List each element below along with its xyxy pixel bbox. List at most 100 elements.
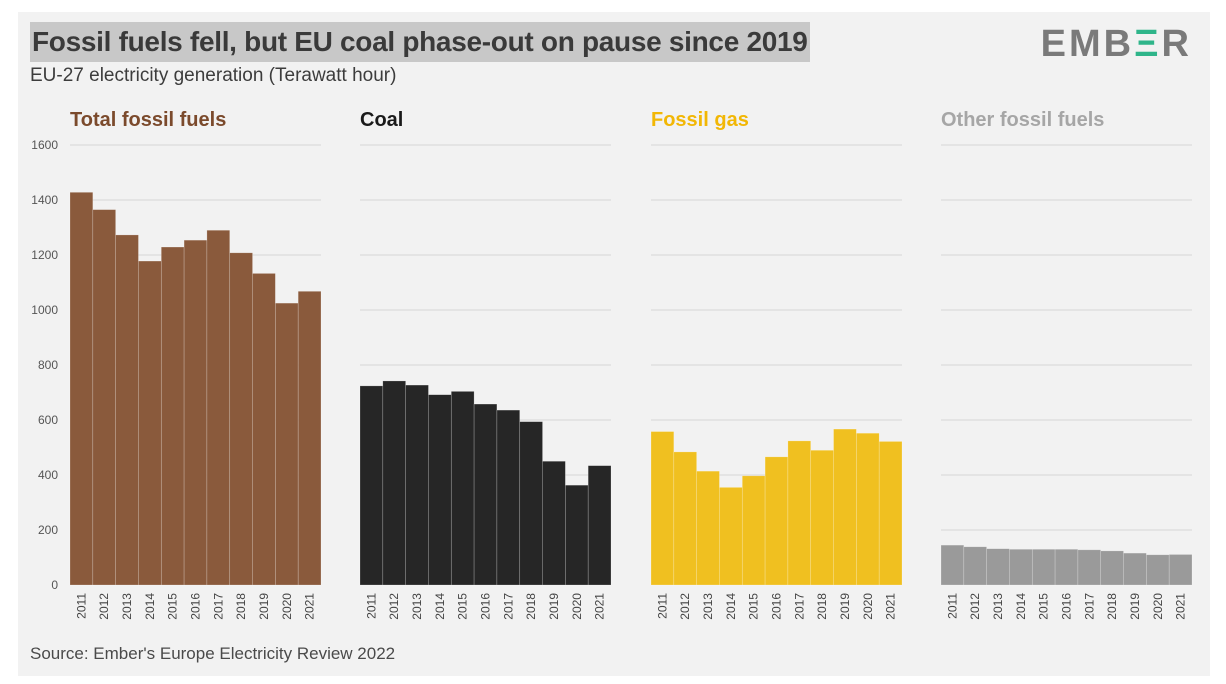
bar bbox=[963, 546, 987, 586]
bar bbox=[92, 209, 116, 586]
bar bbox=[252, 273, 276, 586]
bar bbox=[1100, 550, 1124, 586]
bar bbox=[1009, 548, 1033, 586]
x-tick-label: 2017 bbox=[501, 593, 515, 620]
bar bbox=[1077, 549, 1102, 586]
x-tick-label: 2020 bbox=[861, 593, 875, 620]
ember-logo: EMBΞR bbox=[1041, 24, 1192, 64]
x-tick-label: 2015 bbox=[166, 593, 180, 620]
x-tick-label: 2011 bbox=[364, 593, 378, 619]
y-tick-label: 400 bbox=[38, 468, 58, 482]
x-tick-label: 2014 bbox=[433, 593, 447, 620]
bar bbox=[450, 391, 475, 586]
x-tick-label: 2016 bbox=[189, 593, 203, 620]
x-tick-label: 2018 bbox=[815, 593, 829, 620]
logo-text-accent: Ξ bbox=[1134, 23, 1162, 65]
x-tick-label: 2015 bbox=[1037, 593, 1051, 620]
x-tick-label: 2019 bbox=[547, 593, 561, 620]
bar bbox=[206, 229, 231, 586]
bar bbox=[741, 475, 766, 586]
x-tick-label: 2021 bbox=[593, 593, 607, 620]
chart-title: Fossil fuels fell, but EU coal phase-out… bbox=[30, 22, 810, 62]
bar bbox=[115, 234, 139, 586]
bar bbox=[138, 260, 162, 586]
x-tick-label: 2017 bbox=[792, 593, 806, 620]
bar bbox=[359, 385, 384, 586]
panel-title: Total fossil fuels bbox=[70, 109, 226, 131]
x-tick-label: 2014 bbox=[724, 593, 738, 620]
bar bbox=[673, 451, 697, 586]
x-tick-label: 2014 bbox=[143, 593, 157, 620]
bar bbox=[833, 428, 857, 586]
x-tick-label: 2019 bbox=[1128, 593, 1142, 620]
x-tick-label: 2013 bbox=[120, 593, 134, 620]
bar bbox=[986, 548, 1010, 586]
bar bbox=[856, 432, 880, 586]
panel-title: Coal bbox=[360, 109, 403, 131]
bar bbox=[1168, 554, 1193, 586]
bar bbox=[1123, 552, 1147, 586]
x-tick-label: 2012 bbox=[968, 593, 982, 620]
bar bbox=[650, 431, 675, 586]
x-tick-label: 2016 bbox=[1060, 593, 1074, 620]
bar bbox=[1031, 548, 1056, 586]
y-tick-label: 800 bbox=[38, 358, 58, 372]
y-tick-label: 1400 bbox=[31, 193, 58, 207]
x-tick-label: 2016 bbox=[479, 593, 493, 620]
bar bbox=[878, 441, 903, 586]
x-tick-label: 2013 bbox=[410, 593, 424, 620]
x-tick-label: 2013 bbox=[701, 593, 715, 620]
x-tick-label: 2012 bbox=[678, 593, 692, 620]
logo-text-main: EMB bbox=[1040, 23, 1135, 65]
x-tick-label: 2016 bbox=[770, 593, 784, 620]
bar bbox=[473, 403, 498, 586]
bar bbox=[1054, 548, 1079, 586]
x-tick-label: 2018 bbox=[1105, 593, 1119, 620]
x-tick-label: 2018 bbox=[524, 593, 538, 620]
logo-text-end: R bbox=[1161, 23, 1192, 65]
panel-title: Other fossil fuels bbox=[941, 109, 1104, 131]
bar bbox=[160, 246, 185, 586]
bar bbox=[183, 239, 208, 586]
small-multiples-bar-chart: 0 200 400 600 800 1000 1200 1400 1600 Total fossi… bbox=[31, 109, 1193, 620]
y-tick-label: 1200 bbox=[31, 248, 58, 262]
bar bbox=[297, 290, 322, 586]
x-tick-label: 2013 bbox=[991, 593, 1005, 620]
y-tick-label: 0 bbox=[51, 578, 58, 592]
y-tick-label: 1600 bbox=[31, 138, 58, 152]
x-tick-label: 2011 bbox=[655, 593, 669, 619]
x-tick-label: 2012 bbox=[97, 593, 111, 620]
bar bbox=[542, 460, 566, 586]
x-tick-label: 2015 bbox=[747, 593, 761, 620]
y-tick-label: 600 bbox=[38, 413, 58, 427]
bar bbox=[810, 449, 834, 586]
x-tick-label: 2021 bbox=[1174, 593, 1188, 620]
x-tick-label: 2020 bbox=[280, 593, 294, 620]
x-tick-label: 2015 bbox=[456, 593, 470, 620]
x-tick-label: 2011 bbox=[74, 593, 88, 619]
panel-title: Fossil gas bbox=[651, 109, 749, 131]
chart-card: Fossil fuels fell, but EU coal phase-out… bbox=[18, 12, 1210, 676]
bar bbox=[496, 409, 521, 586]
bar bbox=[719, 487, 743, 586]
panel-other-fossil-fuels: Other fossil fuels 2011 2012 2013 2014 2015 20… bbox=[940, 109, 1193, 620]
bar bbox=[1146, 554, 1170, 586]
bar bbox=[275, 302, 299, 586]
bar bbox=[428, 394, 452, 586]
bar bbox=[382, 380, 406, 586]
x-tick-label: 2017 bbox=[211, 593, 225, 620]
y-tick-label: 1000 bbox=[31, 303, 58, 317]
panel-fossil-gas: Fossil gas 2011 2012 2013 2014 2015 2016 2017 20… bbox=[650, 109, 903, 620]
x-tick-label: 2018 bbox=[234, 593, 248, 620]
x-tick-label: 2012 bbox=[387, 593, 401, 620]
bar bbox=[696, 470, 720, 586]
source-note: Source: Ember's Europe Electricity Revie… bbox=[30, 644, 396, 663]
panel-total-fossil-fuels: Total fossil fuels 2011 2012 2013 2014 2015 20… bbox=[69, 109, 322, 620]
x-tick-label: 2019 bbox=[257, 593, 271, 620]
x-tick-label: 2014 bbox=[1014, 593, 1028, 620]
bar bbox=[587, 465, 612, 586]
y-tick-label: 200 bbox=[38, 523, 58, 537]
bar bbox=[940, 544, 965, 586]
panel-coal: Coal 2011 2012 2013 2014 2015 2016 2017 2018 2019… bbox=[359, 109, 612, 620]
bar bbox=[519, 421, 543, 586]
